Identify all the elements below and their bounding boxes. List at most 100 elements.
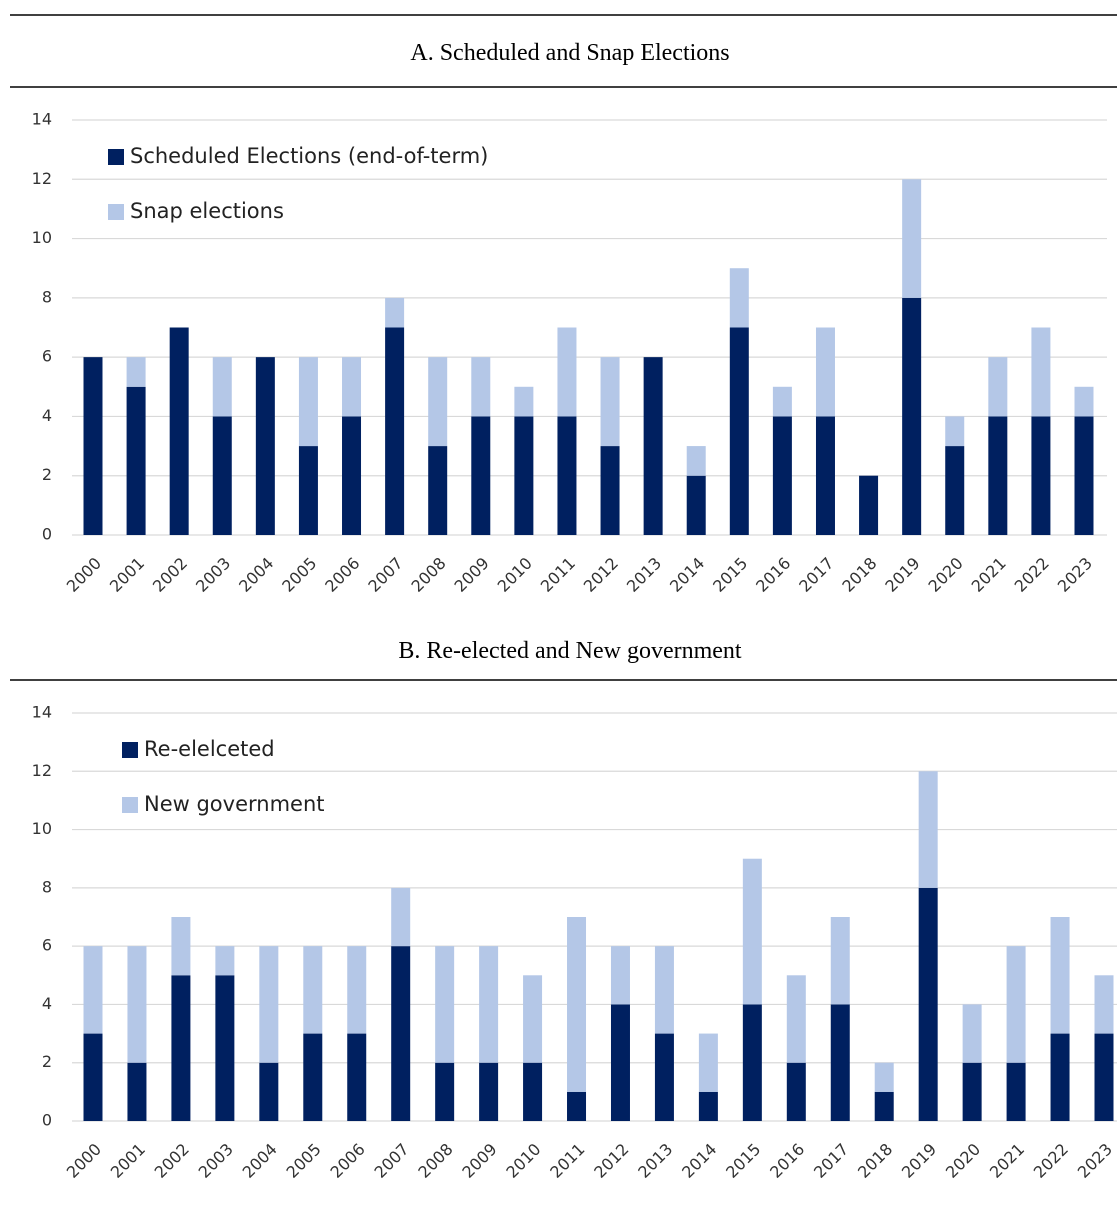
bar-segment (686, 475, 706, 535)
x-tick-label: 2021 (968, 554, 1010, 596)
bar-segment (471, 416, 491, 535)
x-tick-label: 2009 (458, 1140, 500, 1182)
x-tick-label: 2016 (766, 1140, 808, 1182)
x-tick-label: 2019 (898, 1140, 940, 1182)
bar-segment (772, 416, 792, 535)
bar-segment (298, 446, 318, 535)
x-tick-label: 2019 (881, 554, 923, 596)
bar-segment (126, 357, 146, 387)
bar-segment (815, 327, 835, 417)
y-tick-label: 2 (42, 1052, 52, 1071)
bar-segment (1074, 386, 1094, 417)
x-tick-label: 2013 (634, 1140, 676, 1182)
legend-swatch (108, 149, 124, 165)
x-tick-label: 2015 (709, 554, 751, 596)
x-tick-label: 2005 (278, 554, 320, 596)
y-tick-label: 4 (42, 406, 52, 425)
bar-segment (212, 357, 232, 417)
bar-segment (600, 446, 620, 535)
x-tick-label: 2018 (838, 554, 880, 596)
x-tick-label: 2008 (407, 554, 449, 596)
bar-segment (391, 887, 411, 947)
x-tick-label: 2011 (546, 1140, 588, 1182)
bar-segment (523, 1062, 543, 1121)
legend-label: Scheduled Elections (end-of-term) (130, 144, 488, 168)
bar-segment (988, 357, 1008, 417)
x-tick-label: 2002 (149, 554, 191, 596)
x-tick-label: 2023 (1074, 1140, 1116, 1182)
x-tick-label: 2016 (752, 554, 794, 596)
bar-segment (255, 357, 275, 535)
bar-segment (643, 357, 663, 535)
bar-segment (342, 357, 362, 417)
bar-segment (428, 446, 448, 535)
bar-segment (698, 1033, 718, 1092)
x-tick-label: 2012 (590, 1140, 632, 1182)
bar-segment (557, 327, 577, 417)
legend-label: New government (144, 792, 325, 816)
bar-segment (729, 268, 749, 328)
bar-segment (729, 327, 749, 535)
bar-segment (654, 946, 674, 1034)
bar-segment (1006, 946, 1026, 1063)
bar-segment (918, 887, 938, 1121)
bar-segment (786, 1062, 806, 1121)
x-tick-label: 2014 (666, 554, 708, 596)
bar-segment (1050, 917, 1070, 1034)
bar-segment (428, 357, 448, 447)
bar-segment (742, 1004, 762, 1121)
bar-segment (859, 475, 879, 535)
y-tick-label: 12 (32, 761, 52, 780)
bar-segment (171, 917, 191, 976)
bar-segment (557, 416, 577, 535)
y-tick-label: 0 (42, 1111, 52, 1130)
bar-segment (945, 416, 965, 447)
bar-segment (1031, 416, 1051, 535)
bar-segment (435, 946, 455, 1063)
bar-segment (830, 917, 850, 1005)
x-tick-label: 2007 (370, 1140, 412, 1182)
x-tick-label: 2006 (321, 554, 363, 596)
bar-segment (610, 946, 630, 1005)
bar-segment (945, 446, 965, 535)
bar-segment (1074, 416, 1094, 535)
bar-segment (385, 297, 405, 328)
bar-segment (212, 416, 232, 535)
y-tick-label: 6 (42, 936, 52, 955)
bar-segment (772, 386, 792, 417)
bar-segment (83, 946, 103, 1034)
x-tick-label: 2010 (502, 1140, 544, 1182)
bar-segment (83, 1033, 103, 1121)
x-tick-label: 2003 (195, 1140, 237, 1182)
x-tick-label: 2010 (494, 554, 536, 596)
chart-title: A. Scheduled and Snap Elections (410, 40, 729, 66)
y-tick-label: 14 (32, 703, 52, 722)
bar-segment (259, 1062, 279, 1121)
bar-segment (471, 357, 491, 417)
y-tick-label: 10 (32, 228, 52, 247)
x-tick-label: 2017 (795, 554, 837, 596)
x-tick-label: 2006 (327, 1140, 369, 1182)
bar-segment (479, 946, 499, 1063)
bar-segment (902, 297, 922, 535)
bar-segment (127, 1062, 147, 1121)
bar-segment (342, 416, 362, 535)
bar-segment (435, 1062, 455, 1121)
bar-segment (600, 357, 620, 447)
bar-segment (1050, 1033, 1070, 1121)
x-tick-label: 2022 (1030, 1140, 1072, 1182)
bar-segment (347, 1033, 367, 1121)
x-tick-label: 2002 (151, 1140, 193, 1182)
y-tick-label: 6 (42, 347, 52, 366)
legend-label: Snap elections (130, 199, 284, 223)
x-tick-label: 2007 (364, 554, 406, 596)
bar-segment (514, 416, 534, 535)
bar-segment (303, 1033, 323, 1121)
bar-segment (874, 1091, 894, 1121)
bar-segment (815, 416, 835, 535)
x-tick-label: 2000 (63, 1140, 105, 1182)
bar-segment (169, 327, 189, 535)
bar-segment (567, 1091, 587, 1121)
bar-segment (918, 771, 938, 888)
